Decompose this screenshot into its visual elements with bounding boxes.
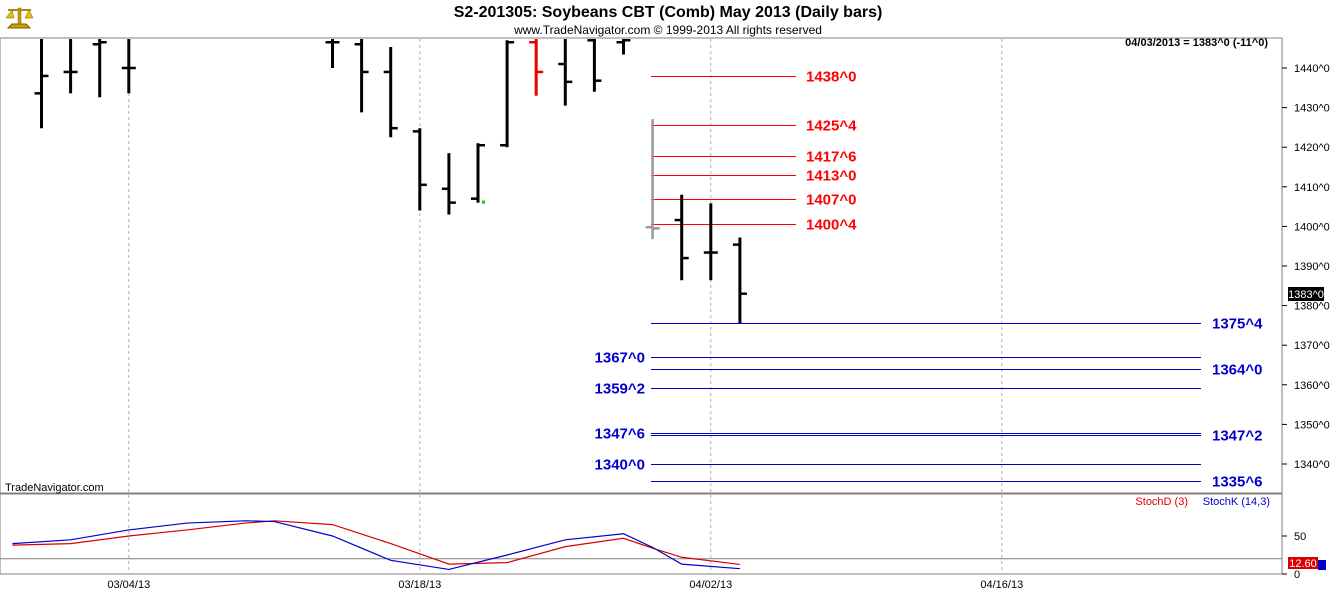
xtick-label: 04/16/13 xyxy=(980,579,1023,591)
level-label: 1425^4 xyxy=(806,118,857,135)
last-price-info: 04/03/2013 = 1383^0 (-11^0) xyxy=(1125,37,1268,49)
stoch-series-line xyxy=(12,520,740,571)
stoch-series-line xyxy=(12,520,740,566)
level-label: 1438^0 xyxy=(806,69,856,86)
level-label: 1407^0 xyxy=(806,192,856,209)
level-label: 1347^6 xyxy=(595,426,645,443)
ytick-label: 1400^0 xyxy=(1294,221,1330,233)
xtick-label: 03/18/13 xyxy=(398,579,441,591)
ytick-label: 1410^0 xyxy=(1294,182,1330,194)
stoch-value-badge-label: 12.60 xyxy=(1289,558,1317,570)
level-label: 1400^4 xyxy=(806,217,857,234)
stoch-ytick-label: 50 xyxy=(1294,531,1306,543)
ytick-label: 1380^0 xyxy=(1294,301,1330,313)
x-axis: 03/04/13 03/18/13 04/02/13 04/16/13 xyxy=(107,579,1023,591)
chart-title: S2-201305: Soybeans CBT (Comb) May 2013 … xyxy=(454,4,883,21)
price-bars xyxy=(34,39,747,324)
ytick-label: 1360^0 xyxy=(1294,380,1330,392)
ytick-label: 1390^0 xyxy=(1294,261,1330,273)
signal-marker xyxy=(482,200,485,204)
ytick-label: 1370^0 xyxy=(1294,340,1330,352)
xtick-label: 03/04/13 xyxy=(107,579,150,591)
stoch-panel-frame xyxy=(0,493,1283,575)
stochastic-panel: 50 0 xyxy=(0,520,1306,581)
last-price-badge xyxy=(1288,287,1324,301)
level-label: 1413^0 xyxy=(806,168,856,185)
stoch-value-badge-blue xyxy=(1318,560,1326,570)
copyright-text: www.TradeNavigator.com © 1999-2013 All r… xyxy=(513,23,822,37)
level-label: 1417^6 xyxy=(806,149,856,166)
vertical-gridlines xyxy=(128,39,1003,573)
level-label: 1347^2 xyxy=(1212,428,1262,445)
level-label: 1335^6 xyxy=(1212,474,1262,491)
logo-icon xyxy=(4,2,34,34)
stochk-legend: StochK (14,3) xyxy=(1203,496,1270,508)
ytick-label: 1350^0 xyxy=(1294,419,1330,431)
ytick-label: 1440^0 xyxy=(1294,63,1330,75)
stoch-value-badge xyxy=(1288,557,1318,569)
level-label: 1364^0 xyxy=(1212,362,1262,379)
xtick-label: 04/02/13 xyxy=(689,579,732,591)
level-label: 1359^2 xyxy=(595,381,645,398)
price-y-axis: 1340^0 1350^0 1360^0 1370^0 1380^0 1390^0 1400… xyxy=(1282,63,1330,471)
price-levels: 1438^0 1425^4 1417^6 1413^0 1407^0 1400^4 1375… xyxy=(595,69,1264,491)
level-label: 1375^4 xyxy=(1212,316,1263,333)
level-label: 1340^0 xyxy=(595,457,645,474)
level-label: 1367^0 xyxy=(595,350,645,367)
watermark-text: TradeNavigator.com xyxy=(5,482,104,494)
stochd-legend: StochD (3) xyxy=(1135,496,1188,508)
ytick-label: 1430^0 xyxy=(1294,103,1330,115)
last-price-badge-label: 1383^0 xyxy=(1288,289,1324,301)
stoch-ytick-label: 0 xyxy=(1294,569,1300,581)
ytick-label: 1420^0 xyxy=(1294,142,1330,154)
ytick-label: 1340^0 xyxy=(1294,459,1330,471)
